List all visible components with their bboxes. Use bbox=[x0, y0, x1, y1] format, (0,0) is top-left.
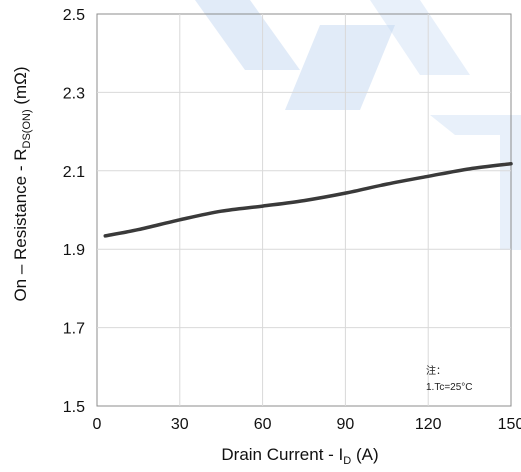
x-axis-label-unit: (A) bbox=[351, 445, 378, 464]
note-title: 注： bbox=[426, 364, 446, 377]
y-tick-labels: 1.5 1.7 1.9 2.1 2.3 2.5 bbox=[63, 7, 85, 416]
note-box: 注： 1.Tc=25°C bbox=[426, 364, 473, 393]
watermark-logo bbox=[195, 0, 521, 250]
x-axis-label: Drain Current - ID (A) bbox=[221, 445, 378, 467]
y-axis-label-subscript: DS(ON) bbox=[21, 109, 33, 148]
x-tick-label: 90 bbox=[337, 416, 355, 433]
y-axis-label: On – Resistance - RDS(ON) (mΩ) bbox=[11, 66, 33, 301]
note-text: 1.Tc=25°C bbox=[426, 382, 473, 393]
x-tick-label: 60 bbox=[254, 416, 272, 433]
x-tick-label: 150 bbox=[498, 416, 521, 433]
y-tick-label: 1.7 bbox=[63, 321, 85, 338]
x-tick-label: 30 bbox=[171, 416, 189, 433]
data-series bbox=[105, 164, 511, 236]
y-tick-label: 1.5 bbox=[63, 399, 85, 416]
x-tick-labels: 0 30 60 90 120 150 bbox=[93, 416, 521, 433]
y-axis-label-unit: (mΩ) bbox=[11, 66, 30, 109]
watermark-shape bbox=[285, 25, 395, 110]
watermark-shape bbox=[195, 0, 300, 70]
y-tick-label: 2.3 bbox=[63, 85, 85, 102]
x-axis-label-subscript: D bbox=[343, 455, 351, 467]
x-tick-label: 0 bbox=[93, 416, 102, 433]
watermark-shape bbox=[430, 115, 521, 250]
series-line bbox=[105, 164, 511, 236]
y-tick-label: 2.1 bbox=[63, 164, 85, 181]
x-tick-label: 120 bbox=[415, 416, 442, 433]
y-tick-label: 2.5 bbox=[63, 7, 85, 24]
y-tick-label: 1.9 bbox=[63, 242, 85, 259]
